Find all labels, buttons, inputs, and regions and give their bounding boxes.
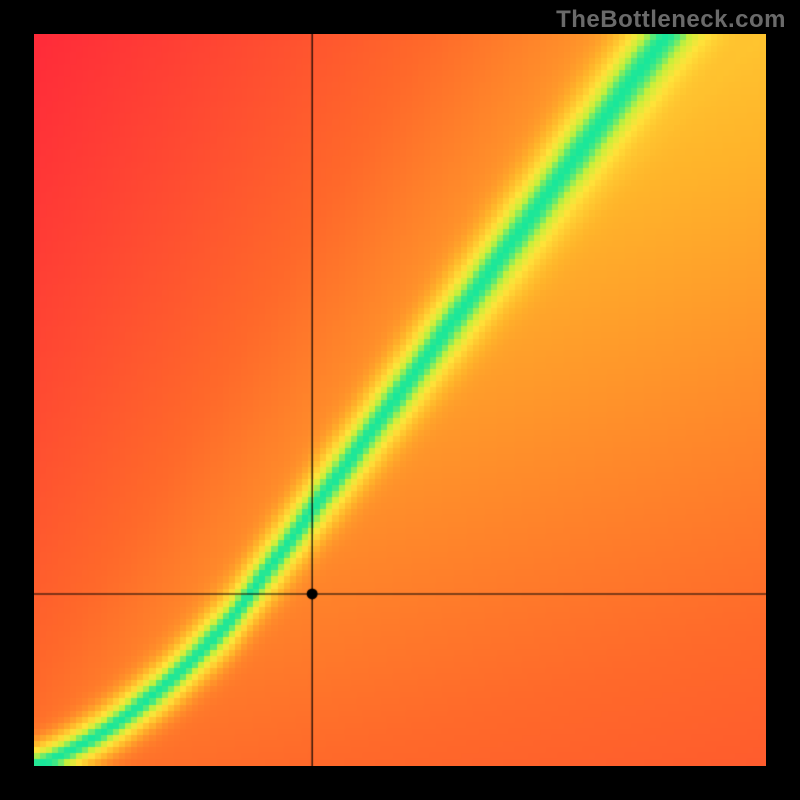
bottleneck-heatmap [34,34,766,766]
watermark-text: TheBottleneck.com [556,6,786,34]
